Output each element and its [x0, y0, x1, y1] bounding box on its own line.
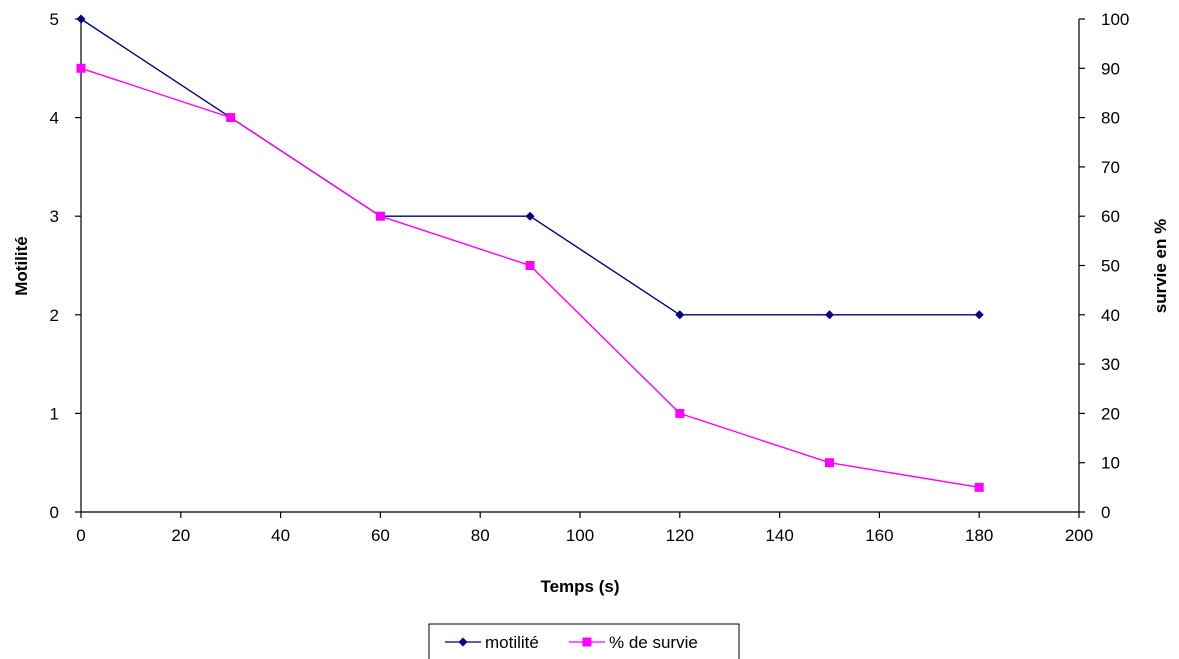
x-tick-label: 100 [566, 526, 594, 545]
right-y-tick-label: 30 [1101, 355, 1120, 374]
legend-label-survie: % de survie [609, 633, 698, 652]
right-y-tick-label: 50 [1101, 257, 1120, 276]
x-tick-label: 40 [271, 526, 290, 545]
axes [80, 19, 1080, 513]
x-tick-label: 200 [1065, 526, 1093, 545]
data-point-motilite [525, 211, 535, 221]
x-axis-title: Temps (s) [540, 577, 619, 596]
x-tick-label: 140 [765, 526, 793, 545]
x-tick-label: 180 [965, 526, 993, 545]
data-point-survie [76, 63, 86, 73]
right-y-tick-label: 60 [1101, 207, 1120, 226]
left-y-tick-label: 4 [50, 109, 59, 128]
x-tick-label: 120 [666, 526, 694, 545]
right-y-tick-label: 70 [1101, 158, 1120, 177]
left-y-tick-label: 3 [50, 207, 59, 226]
left-y-tick-label: 2 [50, 306, 59, 325]
data-point-survie [825, 458, 834, 468]
series-layer [76, 14, 984, 492]
right-y-axis-ticks: 0 10 20 30 40 50 60 70 80 90 100 [1079, 10, 1129, 522]
right-y-tick-label: 80 [1101, 109, 1120, 128]
right-y-axis-title: survie en % [1151, 219, 1170, 314]
data-point-motilite [675, 310, 685, 320]
right-y-tick-label: 40 [1101, 306, 1120, 325]
data-point-motilite [76, 14, 86, 24]
data-point-motilite [974, 310, 984, 320]
left-y-axis-ticks: 0 1 2 3 4 5 [50, 10, 81, 522]
x-tick-label: 80 [471, 526, 490, 545]
data-point-survie [375, 211, 385, 221]
legend-marker-survie [582, 637, 592, 647]
series-line-survie [80, 67, 980, 489]
right-y-tick-label: 0 [1101, 503, 1110, 522]
data-point-survie [525, 261, 535, 270]
data-point-motilite [825, 310, 834, 320]
x-tick-label: 20 [171, 526, 190, 545]
data-point-survie [974, 482, 984, 492]
right-y-tick-label: 90 [1101, 59, 1120, 78]
right-y-tick-label: 10 [1101, 454, 1120, 473]
series-line-motilite [80, 18, 980, 316]
legend-marker-motilite [458, 637, 468, 647]
x-tick-label: 160 [865, 526, 893, 545]
right-y-tick-label: 20 [1101, 404, 1120, 423]
data-point-survie [226, 113, 236, 123]
left-y-tick-label: 1 [50, 404, 59, 423]
left-y-axis-title: Motilité [12, 236, 31, 296]
left-y-tick-label: 5 [50, 10, 59, 29]
legend: motilité % de survie [428, 623, 740, 659]
legend-label-motilite: motilité [485, 633, 539, 652]
x-tick-label: 0 [76, 526, 85, 545]
right-y-tick-label: 100 [1101, 10, 1129, 29]
data-point-survie [675, 408, 685, 418]
x-tick-label: 60 [371, 526, 390, 545]
left-y-tick-label: 0 [50, 503, 59, 522]
x-axis-ticks: 0 20 40 60 80 100 120 140 160 180 200 [76, 512, 1093, 545]
